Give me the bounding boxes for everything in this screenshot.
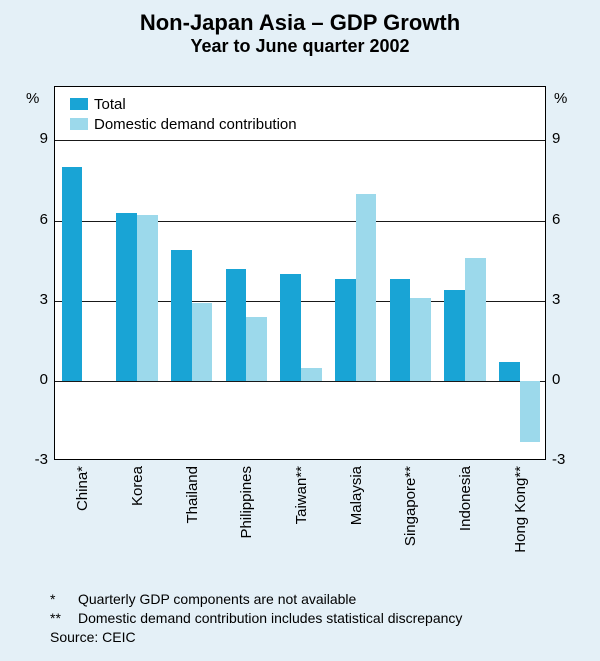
legend-swatch [70,118,88,130]
x-tick-label: Philippines [238,466,255,566]
bar [444,290,465,381]
bar [465,258,486,381]
y-tick-right: 0 [552,371,560,388]
x-tick-label: Hong Kong** [512,466,529,566]
legend-swatch [70,98,88,110]
bar [246,317,267,381]
legend-label: Domestic demand contribution [94,116,297,133]
y-tick-left: 0 [40,371,48,388]
bar [192,303,213,380]
x-tick-label: China* [74,466,91,566]
x-tick-label: Indonesia [457,466,474,566]
y-tick-left: 9 [40,130,48,147]
bar [356,194,377,381]
legend-label: Total [94,96,126,113]
bar [499,362,520,381]
y-tick-right: 3 [552,291,560,308]
y-unit-right: % [554,90,567,107]
x-tick-label: Taiwan** [293,466,310,566]
footnote: **Domestic demand contribution includes … [50,609,462,628]
bar [390,279,411,381]
y-tick-left: 3 [40,291,48,308]
y-unit-left: % [26,90,39,107]
x-tick-label: Korea [129,466,146,566]
source: Source: CEIC [50,628,462,647]
y-tick-right: -3 [552,451,565,468]
chart-title: Non-Japan Asia – GDP Growth [0,0,600,36]
x-tick-label: Thailand [184,466,201,566]
y-tick-left: 6 [40,211,48,228]
bar [520,381,541,442]
x-tick-label: Singapore** [402,466,419,566]
chart-subtitle: Year to June quarter 2002 [0,36,600,57]
bar [137,215,158,381]
x-tick-label: Malaysia [348,466,365,566]
bar [410,298,431,381]
bar [335,279,356,381]
y-tick-right: 9 [552,130,560,147]
bar [301,368,322,381]
bar [171,250,192,381]
bar [226,269,247,381]
plot-area [54,86,546,460]
y-tick-left: -3 [35,451,48,468]
gridline [55,381,545,382]
bar [62,167,83,381]
gridline [55,140,545,141]
footnote: *Quarterly GDP components are not availa… [50,590,462,609]
bar [280,274,301,381]
bar [116,213,137,381]
chart-container: Non-Japan Asia – GDP Growth Year to June… [0,0,600,661]
footnotes: *Quarterly GDP components are not availa… [50,590,462,647]
y-tick-right: 6 [552,211,560,228]
